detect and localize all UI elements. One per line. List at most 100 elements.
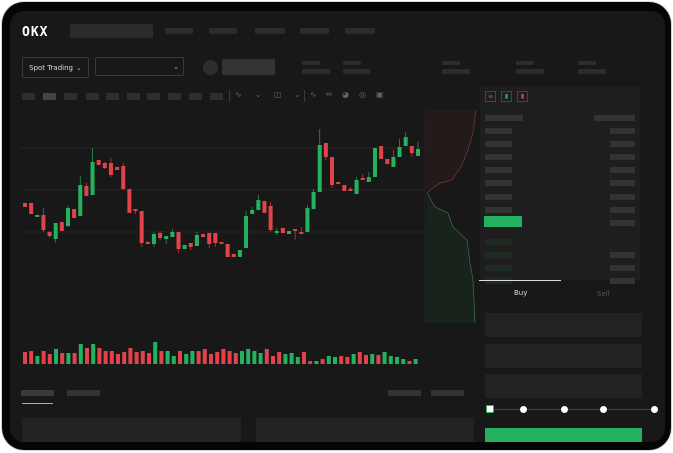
candle xyxy=(354,180,359,194)
chart-type-icon[interactable]: ◫ xyxy=(274,90,282,99)
candle xyxy=(115,167,120,170)
timeframe-button[interactable] xyxy=(86,93,99,100)
candle xyxy=(385,159,390,164)
timeframe-button[interactable] xyxy=(127,93,140,100)
volume-bar xyxy=(171,356,176,364)
toolbar-divider xyxy=(229,90,230,102)
volume-bar xyxy=(140,351,145,364)
last-price xyxy=(484,216,522,227)
nav-item[interactable] xyxy=(300,28,329,34)
candle xyxy=(237,250,242,257)
timeframe-button[interactable] xyxy=(147,93,160,100)
volume-bar xyxy=(308,361,313,364)
ask-price xyxy=(485,154,512,160)
timeframe-button[interactable] xyxy=(189,93,202,100)
candle xyxy=(151,234,156,244)
ask-price xyxy=(485,194,512,200)
slider-handle[interactable] xyxy=(486,405,494,413)
toolbar-divider xyxy=(304,90,305,102)
amount-input[interactable] xyxy=(485,344,642,368)
filter-button[interactable] xyxy=(431,390,464,396)
tab-buy[interactable]: Buy xyxy=(514,289,528,297)
ask-amount xyxy=(610,180,635,186)
volume-bar xyxy=(134,352,139,364)
spot-trading-label: Spot Trading xyxy=(29,63,73,72)
nav-item[interactable] xyxy=(255,28,285,34)
fullscreen-icon[interactable]: ▣ xyxy=(376,90,384,99)
tab-sell[interactable]: Sell xyxy=(597,290,610,298)
volume-bar xyxy=(314,361,319,364)
candle xyxy=(372,148,377,177)
timeframe-button-active[interactable] xyxy=(43,93,56,100)
timeframe-button[interactable] xyxy=(64,93,77,100)
stat-label xyxy=(442,61,460,65)
chevron-down-icon[interactable]: ⌄ xyxy=(294,90,301,99)
candle xyxy=(336,182,341,184)
nav-item[interactable] xyxy=(165,28,193,34)
depth-bids-line xyxy=(426,192,476,324)
okx-logo[interactable]: OKX xyxy=(22,25,49,40)
timeframe-button[interactable] xyxy=(22,93,35,100)
volume-bar xyxy=(326,356,331,364)
line-tool-icon[interactable]: ∿ xyxy=(310,90,317,99)
total-input[interactable] xyxy=(485,374,642,398)
slider-step[interactable] xyxy=(651,406,658,413)
orderbook-bids-icon[interactable]: ▮ xyxy=(501,91,512,102)
timeframe-button[interactable] xyxy=(210,93,223,100)
slider-step[interactable] xyxy=(561,406,568,413)
screen: OKX Spot Trading ⌄ ⌄ ∿ ⌄ ◫ ⌄ ∿ ✏ ◕ ◎ ▣ ≡ xyxy=(10,11,665,442)
orderbook-asks-icon[interactable]: ▮ xyxy=(517,91,528,102)
volume-bar xyxy=(35,356,40,364)
volume-bar xyxy=(66,353,71,364)
buy-button[interactable] xyxy=(485,428,642,442)
stat-value xyxy=(343,69,370,74)
stat-value xyxy=(516,69,544,74)
nav-item[interactable] xyxy=(345,28,375,34)
volume-bar xyxy=(41,351,46,364)
gauge-icon[interactable]: ◕ xyxy=(342,90,349,99)
pencil-icon[interactable]: ✏ xyxy=(326,90,333,99)
tab-order-history[interactable] xyxy=(67,390,100,396)
candle xyxy=(84,186,89,196)
chevron-down-icon[interactable]: ⌄ xyxy=(255,90,262,99)
leverage-slider[interactable] xyxy=(490,409,656,410)
slider-step[interactable] xyxy=(520,406,527,413)
candle xyxy=(133,209,138,211)
pair-select[interactable]: ⌄ xyxy=(95,57,184,76)
volume-bar xyxy=(147,353,151,364)
nav-item[interactable] xyxy=(209,28,237,34)
price-input[interactable] xyxy=(485,313,642,337)
filter-button[interactable] xyxy=(388,390,421,396)
timeframe-button[interactable] xyxy=(168,93,181,100)
volume-bar xyxy=(395,357,399,364)
search-bar[interactable] xyxy=(70,24,153,38)
target-icon[interactable]: ◎ xyxy=(359,90,366,99)
volume-bar xyxy=(302,352,306,364)
slider-step[interactable] xyxy=(600,406,607,413)
ask-amount xyxy=(610,167,635,173)
volume-bar xyxy=(345,357,350,364)
ask-amount xyxy=(610,141,635,147)
volume-bar xyxy=(264,349,269,364)
ask-price xyxy=(485,207,512,213)
tab-open-orders[interactable] xyxy=(21,390,54,396)
indicator-icon[interactable]: ∿ xyxy=(235,90,242,99)
volume-bar xyxy=(376,355,381,364)
orders-card xyxy=(22,418,241,442)
depth-bids-area xyxy=(425,193,475,323)
candle xyxy=(176,232,181,249)
candle xyxy=(225,244,230,257)
candle xyxy=(164,236,169,239)
volume-bar xyxy=(165,351,170,364)
orderbook-header xyxy=(594,115,635,121)
candle xyxy=(330,157,334,185)
orderbook-both-icon[interactable]: ≡ xyxy=(485,91,496,102)
volume-bar xyxy=(289,353,294,364)
spot-trading-dropdown[interactable]: Spot Trading ⌄ xyxy=(22,57,89,78)
candle xyxy=(256,200,261,210)
candle xyxy=(65,208,70,226)
volume-bar xyxy=(351,354,356,364)
stat-label xyxy=(302,61,320,65)
timeframe-button[interactable] xyxy=(106,93,119,100)
